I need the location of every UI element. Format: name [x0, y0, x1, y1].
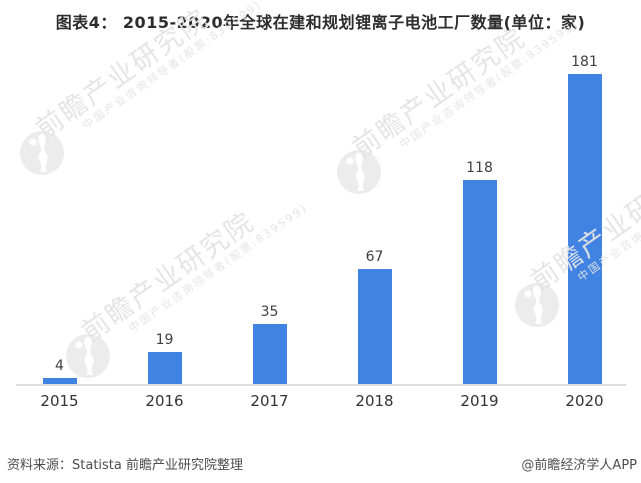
x-axis-line [16, 384, 626, 386]
bar-slot-2018: 67 [322, 55, 427, 385]
bar-slot-2020: 181 [532, 55, 637, 385]
bar-2019 [462, 180, 497, 385]
x-tick-2015: 2015 [40, 392, 79, 410]
bar-value-label: 35 [260, 304, 279, 321]
bar-value-label: 19 [155, 332, 174, 348]
bar-2017 [252, 324, 287, 385]
bar-value-label: 118 [466, 160, 493, 177]
bar-2018 [357, 268, 392, 385]
bar-2020 [567, 74, 602, 385]
source-text: 资料来源：Statista 前瞻产业研究院整理 [7, 458, 243, 473]
bar-2015 [42, 378, 77, 385]
x-tick-2019: 2019 [460, 392, 499, 410]
bar-value-label: 181 [571, 54, 598, 70]
credit-text: @前瞻经济学人APP [521, 458, 637, 473]
bar-slot-2019: 118 [427, 55, 532, 385]
chart-title: 图表4： 2015-2020年全球在建和规划锂离子电池工厂数量(单位：家) [55, 13, 586, 32]
x-tick-2017: 2017 [250, 392, 289, 410]
x-axis-labels: 2015 2016 2017 2018 2019 2020 [0, 392, 641, 412]
plot-area: 4 19 35 67 118 181 [0, 55, 641, 385]
x-tick-2020: 2020 [565, 392, 604, 410]
bar-slot-2016: 19 [112, 55, 217, 385]
bar-slot-2017: 35 [217, 55, 322, 385]
bar-value-label: 4 [55, 358, 64, 375]
x-tick-2018: 2018 [355, 392, 394, 410]
bar-2016 [147, 352, 182, 385]
x-tick-2016: 2016 [145, 392, 184, 410]
bar-value-label: 67 [365, 248, 384, 265]
bar-slot-2015: 4 [7, 55, 112, 385]
footer: 资料来源：Statista 前瞻产业研究院整理 @前瞻经济学人APP [0, 454, 641, 473]
